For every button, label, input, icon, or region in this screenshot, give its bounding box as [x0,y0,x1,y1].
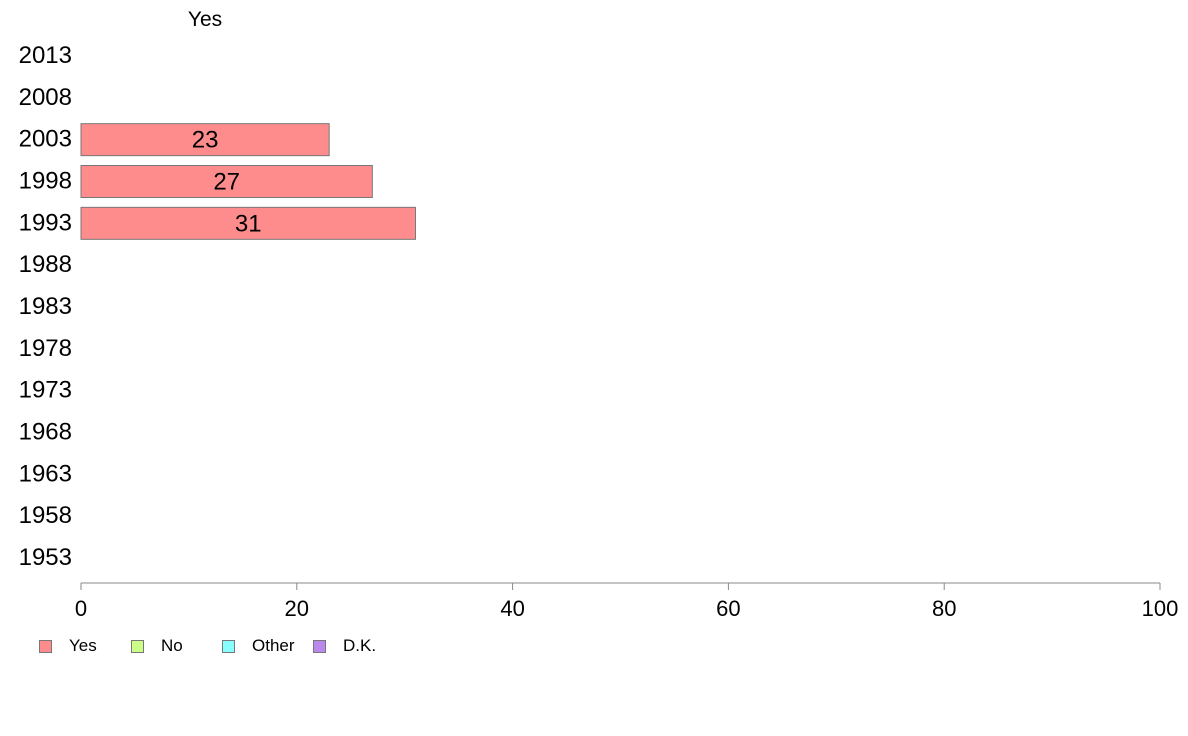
y-tick-label: 1993 [19,209,72,236]
bar-yes-2003 [80,123,330,157]
y-tick-label: 1963 [19,460,72,487]
legend: Yes No Other D.K. [39,636,403,656]
y-tick-label: 1978 [19,335,72,362]
legend-item-yes: Yes [39,636,131,656]
bars-group: 23 27 31 [80,123,416,240]
legend-swatch [313,639,326,653]
x-tick-label: 40 [500,596,524,620]
bar-data-label: 31 [235,210,262,237]
y-axis-labels: 2013 2008 2003 1998 1993 1988 1983 1978 1973 1968… [19,42,72,571]
y-tick-label: 1973 [19,377,72,404]
x-tick-label: 0 [75,596,87,620]
legend-swatch [222,639,235,653]
y-tick-label: 1988 [19,251,72,278]
legend-item-no: No [131,636,222,656]
chart-area: Yes 23 27 31 2013 2008 2003 1998 1993 1988 1983 1… [19,8,1179,620]
column-header: Yes [188,8,222,31]
x-tick-label: 100 [1142,596,1179,620]
bar-yes-1998 [80,165,373,198]
bar-data-label: 27 [213,169,240,196]
legend-label: No [161,636,183,655]
y-tick-label: 2003 [19,126,72,153]
legend-swatch [131,639,144,653]
legend-label: Yes [69,636,97,655]
x-axis-ticks: 0 20 40 60 80 100 [75,583,1178,620]
legend-item-other: Other [222,636,313,656]
legend-item-d-k-: D.K. [313,636,403,656]
legend-label: D.K. [343,636,377,655]
y-tick-label: 2013 [19,42,72,69]
y-tick-label: 2008 [19,84,72,111]
x-tick-label: 20 [285,596,309,620]
y-tick-label: 1968 [19,419,72,446]
y-tick-label: 1983 [19,293,72,320]
bar-data-label: 23 [192,127,219,154]
x-tick-label: 60 [716,596,740,620]
y-tick-label: 1958 [19,502,72,529]
bar-yes-1993 [80,206,416,240]
y-tick-label: 1998 [19,168,72,195]
x-tick-label: 80 [932,596,956,620]
legend-label: Other [252,636,295,655]
y-tick-label: 1953 [19,544,72,571]
legend-swatch [39,639,52,653]
